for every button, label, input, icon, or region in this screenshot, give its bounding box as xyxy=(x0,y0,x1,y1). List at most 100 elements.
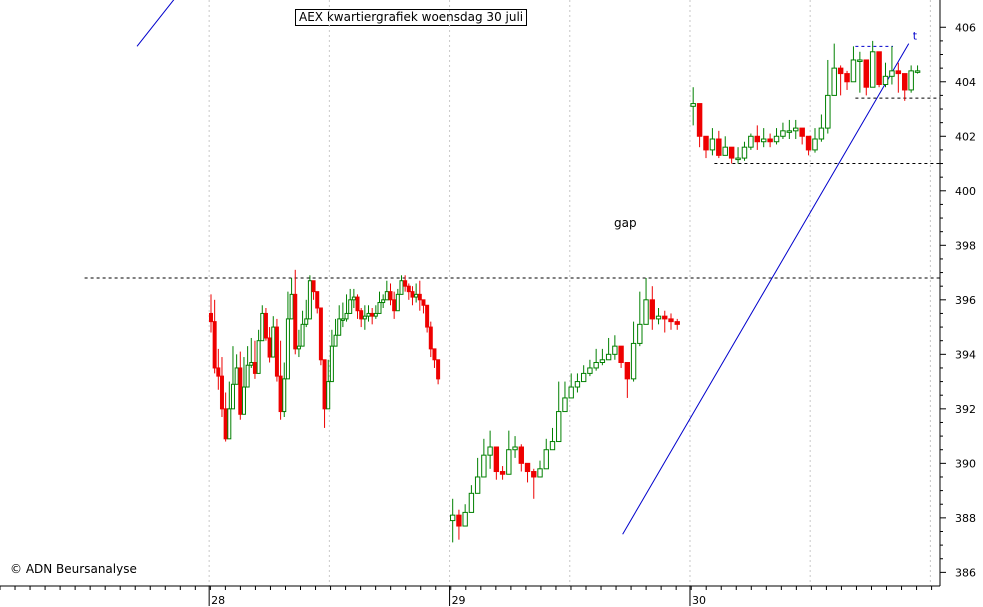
candle-down xyxy=(703,135,709,151)
trendlines: t xyxy=(136,0,918,535)
candle-down xyxy=(216,367,221,377)
candle-up xyxy=(230,383,235,410)
candle-up xyxy=(562,397,568,413)
candle-up xyxy=(329,345,334,383)
candle-up xyxy=(593,362,599,369)
candle-up xyxy=(271,326,276,358)
candle-up xyxy=(568,386,574,399)
candle-up xyxy=(300,323,305,347)
candle-up xyxy=(351,296,356,301)
candle-down xyxy=(267,337,272,358)
candle-down xyxy=(278,375,283,413)
candle-down xyxy=(432,348,437,361)
y-tick-label: 392 xyxy=(955,403,976,416)
candle-up xyxy=(786,130,793,133)
candle-down xyxy=(274,326,279,377)
candle-up xyxy=(587,367,593,374)
candle-up xyxy=(869,51,876,88)
candle-down xyxy=(406,285,411,293)
candle-down xyxy=(410,291,415,298)
candle-down xyxy=(895,70,902,75)
candle-down xyxy=(219,375,224,410)
candle-up xyxy=(748,135,754,148)
candle-down xyxy=(456,514,462,527)
candle-down xyxy=(662,315,668,320)
candle-down xyxy=(417,293,422,301)
candle-up xyxy=(366,312,371,317)
candle-down xyxy=(863,59,870,88)
candle-up xyxy=(793,127,799,132)
candle-up xyxy=(537,468,543,478)
candle-down xyxy=(355,296,360,312)
candle-up xyxy=(818,127,825,140)
candle-down xyxy=(238,367,243,415)
candle-up xyxy=(574,381,581,388)
candle-down xyxy=(524,462,531,473)
candle-down xyxy=(322,359,327,410)
candle-up xyxy=(326,381,331,410)
candle-up xyxy=(481,454,487,478)
candle-up xyxy=(882,75,889,85)
candle-up xyxy=(384,291,389,301)
chart-title: AEX kwartiergrafiek woensdag 30 juli xyxy=(295,9,528,26)
candle-up xyxy=(914,70,921,73)
candle-up xyxy=(245,364,250,388)
trendline-label: t xyxy=(913,30,918,43)
candle-up xyxy=(227,408,232,440)
candle-down xyxy=(212,321,217,369)
candle-up xyxy=(637,323,643,344)
candle-up xyxy=(690,103,696,107)
candle-up xyxy=(234,367,239,385)
candle-up xyxy=(630,342,637,380)
candle-up xyxy=(474,476,481,494)
candle-down xyxy=(837,67,844,75)
candle-down xyxy=(293,293,298,350)
candle-up xyxy=(549,441,556,451)
candle-up xyxy=(812,138,818,151)
candle-up xyxy=(760,138,767,143)
candle-up xyxy=(468,492,475,513)
candle-up xyxy=(344,312,349,320)
y-tick-label: 404 xyxy=(955,76,976,89)
candle-up xyxy=(307,280,312,320)
candle-up xyxy=(462,511,468,527)
y-tick-label: 394 xyxy=(955,348,976,361)
support-resistance-levels xyxy=(84,45,940,279)
y-tick-label: 396 xyxy=(955,294,976,307)
candle-up xyxy=(605,353,612,361)
candle-down xyxy=(421,299,426,306)
candle-down xyxy=(425,304,430,328)
candle-down xyxy=(263,312,268,339)
candle-down xyxy=(208,312,213,323)
candle-up xyxy=(450,514,456,522)
candle-down xyxy=(252,362,257,374)
y-tick-label: 390 xyxy=(955,457,976,470)
candle-down xyxy=(359,310,364,320)
candle-down xyxy=(370,312,375,317)
candle-up xyxy=(487,446,493,456)
candle-up xyxy=(377,302,382,314)
trendline xyxy=(136,0,175,47)
candle-down xyxy=(403,280,408,287)
candle-up xyxy=(249,362,254,366)
candle-down xyxy=(428,326,433,350)
candle-down xyxy=(754,135,761,143)
x-tick-label: 28 xyxy=(211,594,225,607)
candle-up xyxy=(599,359,606,364)
candle-up xyxy=(304,318,309,325)
candle-down xyxy=(499,471,506,475)
candle-up xyxy=(381,299,386,304)
candle-down xyxy=(436,359,441,380)
y-tick-label: 386 xyxy=(955,566,976,579)
candle-down xyxy=(696,103,703,137)
candle-down xyxy=(844,73,850,83)
candle-down xyxy=(716,138,722,156)
candle-up xyxy=(285,318,290,380)
candles xyxy=(208,40,921,543)
candle-up xyxy=(399,280,404,295)
candle-down xyxy=(668,318,674,323)
candle-up xyxy=(289,293,294,320)
candle-up xyxy=(773,135,780,143)
